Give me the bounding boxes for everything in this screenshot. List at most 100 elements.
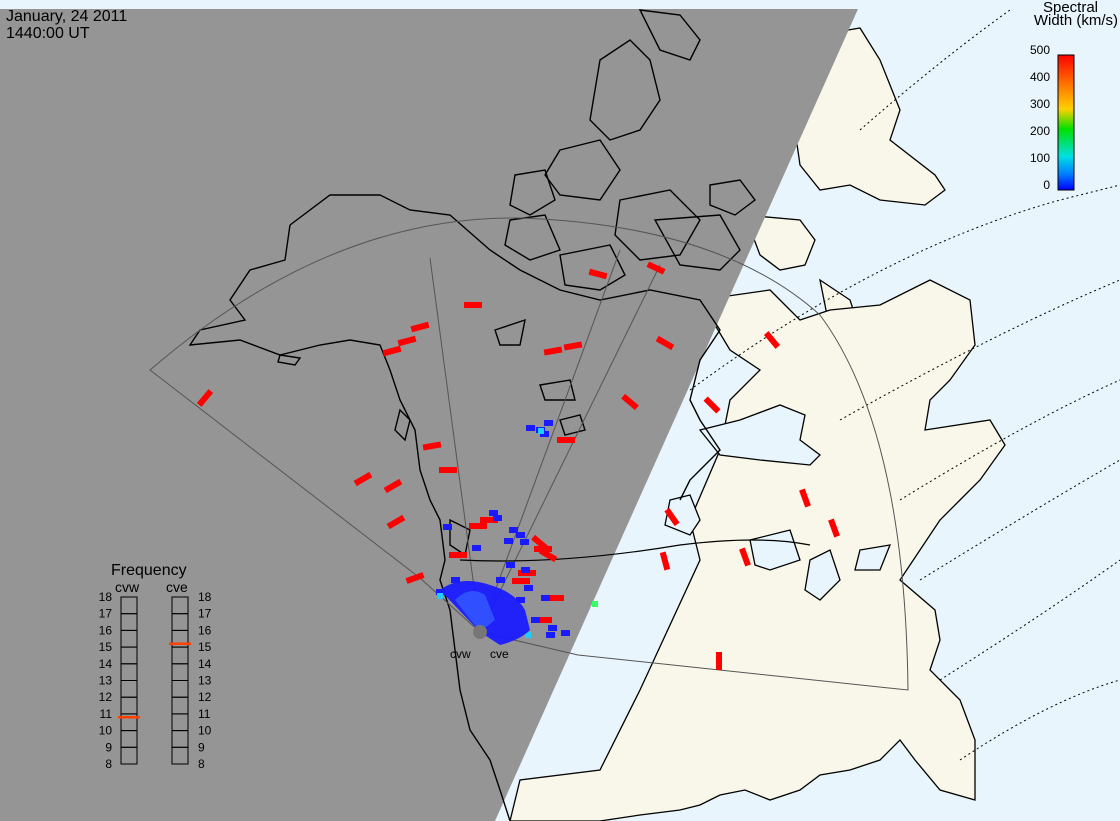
frequency-tick: 15 — [99, 640, 113, 654]
scatter-echo — [449, 552, 467, 558]
night-coastlines — [188, 9, 756, 821]
frequency-radar-label-cve: cve — [166, 579, 188, 595]
frequency-radar-label-cvw: cvw — [115, 579, 140, 595]
land-masses — [509, 27, 1006, 821]
frequency-tick: 9 — [198, 740, 205, 754]
colorbar: 500 400 300 200 100 0 — [1030, 43, 1075, 192]
scatter-echo — [451, 577, 460, 583]
colorbar-title-line1: Spectral — [1042, 0, 1098, 16]
scatter-echo — [410, 321, 430, 333]
scatter-echo — [437, 593, 443, 599]
scatter-echo — [436, 589, 445, 595]
scatter-echo — [397, 335, 417, 347]
scatter-echo — [512, 578, 530, 584]
frequency-tick: 9 — [105, 740, 112, 754]
colorbar-tick: 200 — [1030, 124, 1050, 138]
scatter-echo — [588, 268, 608, 280]
scatter-echo — [496, 577, 505, 583]
frequency-box — [171, 746, 189, 765]
frequency-tick: 12 — [198, 690, 212, 704]
scatter-echo — [557, 437, 575, 443]
scatter-echo — [561, 630, 570, 636]
colorbar-gradient — [1057, 54, 1075, 191]
scatter-echo — [739, 547, 751, 567]
scatter-echo — [520, 539, 529, 545]
colorbar-tick: 400 — [1030, 70, 1050, 84]
scatter-echo — [525, 632, 531, 638]
scatter-echo — [422, 441, 442, 451]
scatter-echo — [472, 545, 481, 551]
frequency-tick: 11 — [100, 707, 113, 721]
frequency-tick: 15 — [198, 640, 212, 654]
scatter-echo — [703, 396, 721, 414]
scatter-echo — [655, 335, 675, 351]
scatter-echo — [489, 510, 498, 516]
scatter-echo — [531, 617, 540, 623]
frequency-panel: Frequency cvw cve 18 17 16 15 14 13 12 11 10 9 8 1… — [99, 562, 212, 771]
frequency-tick: 10 — [99, 724, 113, 738]
scatter-echo — [196, 389, 214, 407]
radar-fov — [149, 217, 909, 691]
scatter-echo — [646, 261, 666, 275]
scatter-echo — [469, 523, 487, 529]
frequency-ticks-left: 18 17 16 15 14 13 12 11 10 9 8 — [99, 590, 113, 771]
frequency-tick: 16 — [99, 623, 113, 637]
scatter-echo — [659, 551, 671, 571]
scatter-echo — [531, 534, 549, 552]
frequency-tick: 18 — [99, 590, 113, 604]
station-marker — [473, 625, 487, 639]
scatter-echo — [799, 488, 811, 508]
scatter-echo — [828, 518, 840, 538]
frequency-tick: 16 — [198, 623, 212, 637]
frequency-tick: 17 — [99, 607, 113, 621]
scatter-echo — [524, 585, 533, 591]
frequency-ticks-right: 18 17 16 15 14 13 12 11 10 9 8 — [198, 590, 212, 771]
scatter-echo — [516, 597, 525, 603]
frequency-tick: 8 — [105, 757, 112, 771]
radar-fan — [440, 581, 530, 645]
scatter-echo — [526, 425, 535, 431]
scatter-layer — [196, 261, 840, 670]
scatter-echo — [621, 393, 639, 411]
frequency-title: Frequency — [111, 562, 187, 579]
scatter-echo — [405, 572, 425, 584]
scatter-echo — [546, 595, 564, 601]
scatter-echo — [493, 515, 502, 521]
scatter-echo — [382, 345, 402, 357]
station-label-cvw: cvw — [450, 647, 471, 661]
scatter-echo — [664, 507, 680, 527]
scatter-echo — [504, 538, 513, 544]
scatter-echo — [509, 527, 518, 533]
frequency-tick: 13 — [198, 674, 212, 688]
scatter-echo — [439, 467, 457, 473]
frequency-tick: 12 — [99, 690, 113, 704]
scatter-echo — [386, 514, 406, 530]
frequency-tick: 11 — [198, 707, 211, 721]
frequency-tick: 17 — [198, 607, 212, 621]
scatter-echo — [353, 471, 373, 487]
frequency-tick: 14 — [198, 657, 212, 671]
scatter-echo — [480, 517, 498, 523]
frequency-tick: 8 — [198, 757, 205, 771]
frequency-tick: 10 — [198, 724, 212, 738]
station-label-cve: cve — [490, 647, 509, 661]
frequency-boxes — [118, 596, 191, 765]
scatter-echo — [544, 420, 553, 426]
scatter-echo — [716, 652, 722, 670]
colorbar-tick: 300 — [1030, 97, 1050, 111]
colorbar-tick: 100 — [1030, 151, 1050, 165]
boundary-line — [459, 539, 811, 562]
frequency-box — [120, 746, 138, 765]
scatter-echo — [516, 532, 525, 538]
scatter-echo — [543, 346, 563, 356]
frequency-tick: 14 — [99, 657, 113, 671]
scatter-echo — [763, 331, 781, 349]
scatter-echo — [541, 595, 550, 601]
colorbar-tick: 500 — [1030, 43, 1050, 57]
scatter-echo — [563, 341, 583, 351]
scatter-echo — [506, 562, 515, 568]
night-shade — [0, 9, 858, 821]
date-label: January, 24 2011 — [6, 8, 128, 25]
scatter-echo — [521, 567, 530, 573]
